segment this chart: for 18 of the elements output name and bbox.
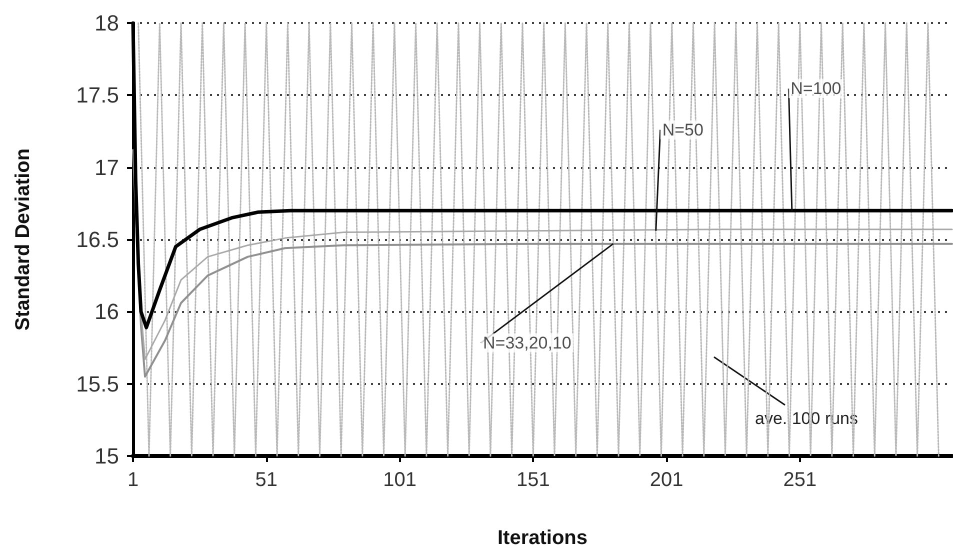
- x-tick-label: 251: [783, 469, 817, 491]
- y-tick-label: 16: [94, 299, 119, 324]
- annotation: N=50: [662, 120, 704, 140]
- y-tick-label: 16.5: [76, 227, 119, 252]
- y-tick-label: 17: [94, 154, 119, 180]
- annotation: N=100: [790, 79, 842, 98]
- y-tick-label: 18: [94, 10, 119, 36]
- x-tick-label: 151: [516, 469, 550, 491]
- y-tick-label: 17.5: [76, 82, 119, 108]
- x-tick-label: 101: [383, 469, 416, 491]
- y-axis-title: Standard Deviation: [12, 148, 34, 331]
- y-tick-label: 15: [94, 444, 119, 468]
- x-axis-title: Iterations: [497, 527, 588, 549]
- x-tick-label: 201: [650, 469, 684, 491]
- x-tick-label: 51: [255, 469, 278, 491]
- x-tick-label: 1: [127, 469, 139, 491]
- y-tick-label: 15.5: [76, 371, 119, 396]
- annotation: N=33,20,10: [483, 333, 572, 352]
